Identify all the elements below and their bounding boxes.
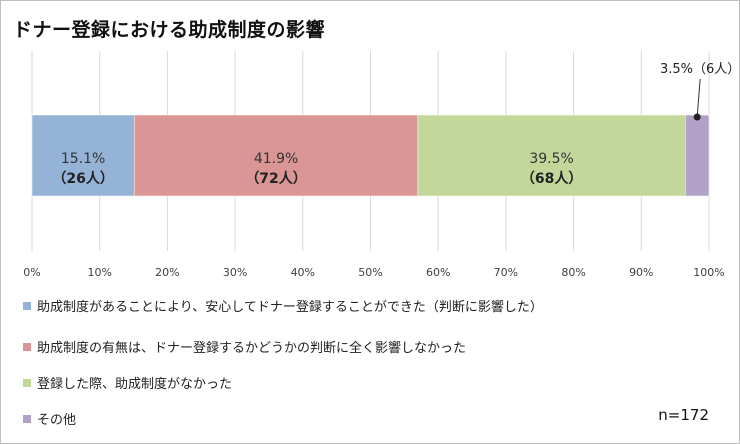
x-tick-label: 20% — [155, 266, 179, 279]
data-label-percent: 39.5% — [529, 151, 573, 167]
legend-item-3: 登録した際、助成制度がなかった — [23, 373, 232, 392]
legend-swatch-4 — [23, 415, 31, 423]
x-tick-label: 10% — [87, 266, 111, 279]
x-tick-label: 0% — [23, 266, 40, 279]
bar-segment — [685, 114, 710, 197]
x-tick-label: 40% — [291, 266, 315, 279]
sample-size-label: n=172 — [658, 406, 709, 424]
bar-segment — [417, 114, 686, 197]
x-tick-label: 70% — [494, 266, 518, 279]
legend-swatch-1 — [23, 302, 31, 310]
data-label-count: （68人） — [521, 170, 582, 187]
data-label: 3.5%（6人） — [660, 62, 739, 77]
x-tick-label: 100% — [693, 266, 724, 279]
x-tick-label: 90% — [629, 266, 653, 279]
x-tick-label: 50% — [358, 266, 382, 279]
x-tick-label: 30% — [223, 266, 247, 279]
legend-item-4: その他 — [23, 409, 76, 428]
callout-dot — [693, 113, 701, 121]
chart-title: ドナー登録における助成制度の影響 — [13, 19, 326, 41]
data-label-percent: 15.1% — [61, 151, 105, 167]
callout-line — [696, 78, 701, 118]
legend-label-3: 登録した際、助成制度がなかった — [37, 377, 233, 392]
legend-item-2: 助成制度の有無は、ドナー登録するかどうかの判断に全く影響しなかった — [23, 337, 466, 356]
legend-swatch-3 — [23, 379, 31, 387]
bar-segment — [133, 114, 419, 197]
data-label-percent: 41.9% — [254, 151, 298, 167]
legend-swatch-2 — [23, 343, 31, 351]
data-label-count: （72人） — [245, 170, 306, 187]
data-label-count: （26人） — [52, 170, 113, 187]
legend-item-1: 助成制度があることにより、安心してドナー登録することができた（判断に影響した） — [23, 296, 543, 315]
legend-label-2: 助成制度の有無は、ドナー登録するかどうかの判断に全く影響しなかった — [37, 341, 467, 356]
x-tick-label: 80% — [561, 266, 585, 279]
x-tick-label: 60% — [426, 266, 450, 279]
legend-label-4: その他 — [37, 413, 77, 428]
bar-segment — [31, 114, 135, 197]
legend-label-1: 助成制度があることにより、安心してドナー登録することができた（判断に影響した） — [37, 300, 543, 315]
